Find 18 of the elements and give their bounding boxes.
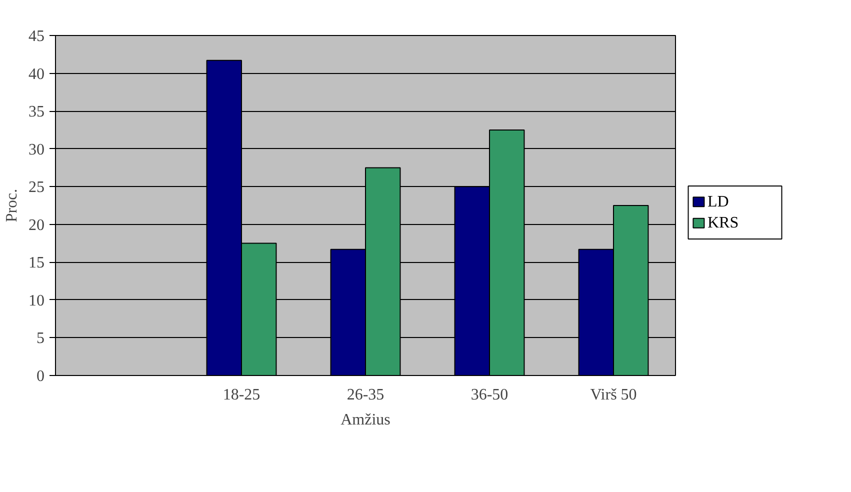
x-axis-title: Amžius xyxy=(340,412,390,428)
x-tick-label: 36-50 xyxy=(470,386,508,404)
x-tick-label: 26-35 xyxy=(346,386,384,404)
y-tick-label: 45 xyxy=(28,28,44,45)
y-tick-label: 35 xyxy=(28,104,44,121)
y-tick-label: 40 xyxy=(28,66,44,83)
y-tick-label: 25 xyxy=(28,179,44,196)
y-tick-label: 20 xyxy=(28,216,44,234)
y-tick-label: 15 xyxy=(28,254,44,272)
y-tick-label: 10 xyxy=(28,292,44,310)
y-tick-label: 30 xyxy=(28,141,44,158)
x-tick-label: 18-25 xyxy=(222,386,260,404)
y-axis-title: Proc. xyxy=(4,188,20,222)
y-tick-label: 0 xyxy=(36,368,44,385)
legend-label: KRS xyxy=(708,214,739,232)
legend-label: LD xyxy=(708,193,729,210)
x-tick-label: Virš 50 xyxy=(590,386,637,404)
y-tick-label: 5 xyxy=(36,330,44,348)
